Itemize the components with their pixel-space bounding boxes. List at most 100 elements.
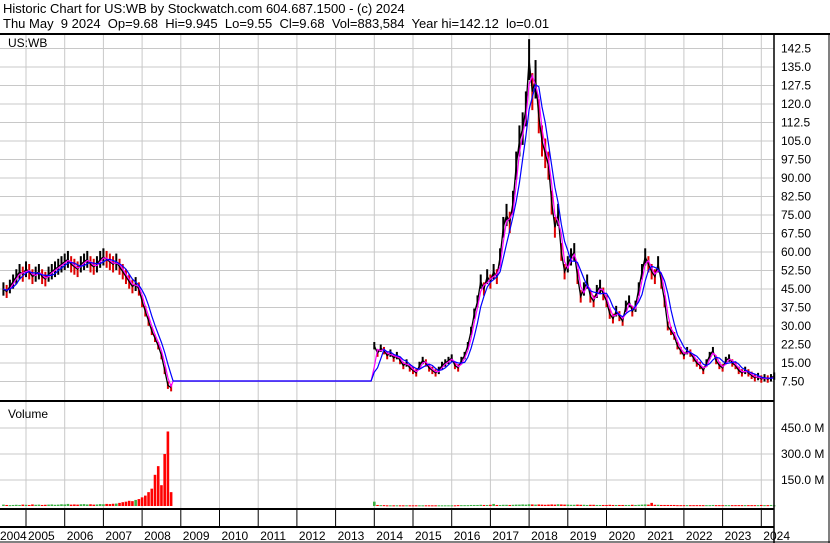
volume-bar xyxy=(721,505,724,507)
volume-bar xyxy=(611,504,615,506)
volume-bar xyxy=(395,505,399,507)
volume-bar xyxy=(550,504,553,506)
volume-bar xyxy=(118,502,121,506)
volume-bar xyxy=(498,504,502,506)
volume-label: Volume xyxy=(8,407,48,421)
volume-bar xyxy=(27,504,31,506)
volume-bar xyxy=(53,504,57,506)
volume-bar xyxy=(402,505,405,507)
year-label: 2021 xyxy=(647,529,674,543)
volume-bar xyxy=(589,504,592,506)
volume-bar xyxy=(643,504,647,506)
volume-bar xyxy=(89,504,92,506)
volume-bar xyxy=(408,505,412,507)
volume-bar xyxy=(576,504,579,506)
price-tick-label: 75.00 xyxy=(781,208,811,222)
volume-bar xyxy=(373,501,376,506)
volume-bar xyxy=(585,504,589,506)
volume-bar xyxy=(382,505,386,507)
volume-bar xyxy=(37,504,41,506)
volume-bar xyxy=(669,504,673,506)
volume-bar xyxy=(647,504,650,506)
volume-bar xyxy=(653,504,657,506)
volume-bar xyxy=(614,504,618,506)
volume-bar xyxy=(760,504,763,506)
volume-bars xyxy=(2,431,776,507)
volume-bar xyxy=(524,504,528,506)
volume-bar xyxy=(169,492,173,506)
volume-bar xyxy=(763,505,766,507)
price-tick-label: 135.0 xyxy=(781,60,811,74)
volume-bar xyxy=(556,504,560,506)
volume-bar xyxy=(489,504,492,506)
volume-bar xyxy=(547,504,550,506)
volume-bar xyxy=(666,504,670,506)
volume-bar xyxy=(85,504,89,506)
volume-bar xyxy=(747,505,750,507)
volume-bar xyxy=(579,504,582,506)
volume-bar xyxy=(553,504,557,506)
volume-bar xyxy=(618,504,621,506)
price-line xyxy=(373,59,775,380)
volume-bar xyxy=(63,504,66,506)
volume-bar xyxy=(431,505,434,507)
year-label: 2019 xyxy=(570,529,597,543)
volume-bar xyxy=(637,504,641,506)
volume-bar xyxy=(11,504,15,506)
volume-bar xyxy=(66,503,70,506)
volume-bar xyxy=(469,504,473,506)
volume-bar xyxy=(472,504,476,506)
volume-bar xyxy=(111,503,115,506)
volume-tick-label: 150.0 M xyxy=(781,473,824,487)
volume-bar xyxy=(537,504,541,506)
volume-bar xyxy=(608,504,612,506)
volume-bar xyxy=(511,504,515,506)
price-tick-label: 30.00 xyxy=(781,319,811,333)
volume-bar xyxy=(79,504,83,506)
year-label: 2024 xyxy=(763,529,790,543)
year-label: 2016 xyxy=(454,529,481,543)
price-tick-label: 90.00 xyxy=(781,171,811,185)
volume-bar xyxy=(698,505,702,507)
volume-bar xyxy=(518,504,521,506)
volume-bar xyxy=(734,505,737,507)
year-label: 2011 xyxy=(260,529,286,543)
volume-bar xyxy=(689,505,692,507)
volume-bar xyxy=(56,504,60,506)
volume-bar xyxy=(385,505,389,507)
symbol-label: US:WB xyxy=(8,36,47,50)
volume-bar xyxy=(485,504,489,506)
volume-bar xyxy=(595,504,599,506)
volume-bar xyxy=(527,504,531,506)
price-tick-label: 105.0 xyxy=(781,134,811,148)
volume-bar xyxy=(134,499,137,506)
volume-bar xyxy=(769,504,773,506)
year-label: 2009 xyxy=(183,529,210,543)
volume-bar xyxy=(73,504,76,506)
volume-bar xyxy=(753,505,757,507)
volume-bar xyxy=(543,504,547,506)
volume-bar xyxy=(137,499,141,506)
volume-bar xyxy=(534,504,537,506)
volume-bar xyxy=(624,504,628,506)
volume-bar xyxy=(631,504,634,506)
volume-bar xyxy=(50,504,54,506)
price-tick-label: 45.00 xyxy=(781,282,811,296)
volume-bar xyxy=(47,504,50,506)
volume-bar xyxy=(582,504,586,506)
volume-bar xyxy=(701,505,705,507)
volume-bar xyxy=(601,504,605,506)
volume-bar xyxy=(443,505,447,507)
volume-bar xyxy=(98,504,102,506)
volume-bar xyxy=(418,505,421,507)
volume-bar xyxy=(660,504,663,506)
volume-bar xyxy=(727,505,731,507)
volume-bar xyxy=(453,505,457,507)
volume-bar xyxy=(627,504,631,506)
volume-bar xyxy=(102,504,105,506)
volume-bar xyxy=(482,504,486,506)
price-tick-label: 22.50 xyxy=(781,337,811,351)
price-tick-label: 120.0 xyxy=(781,97,811,111)
volume-bar xyxy=(724,505,728,507)
